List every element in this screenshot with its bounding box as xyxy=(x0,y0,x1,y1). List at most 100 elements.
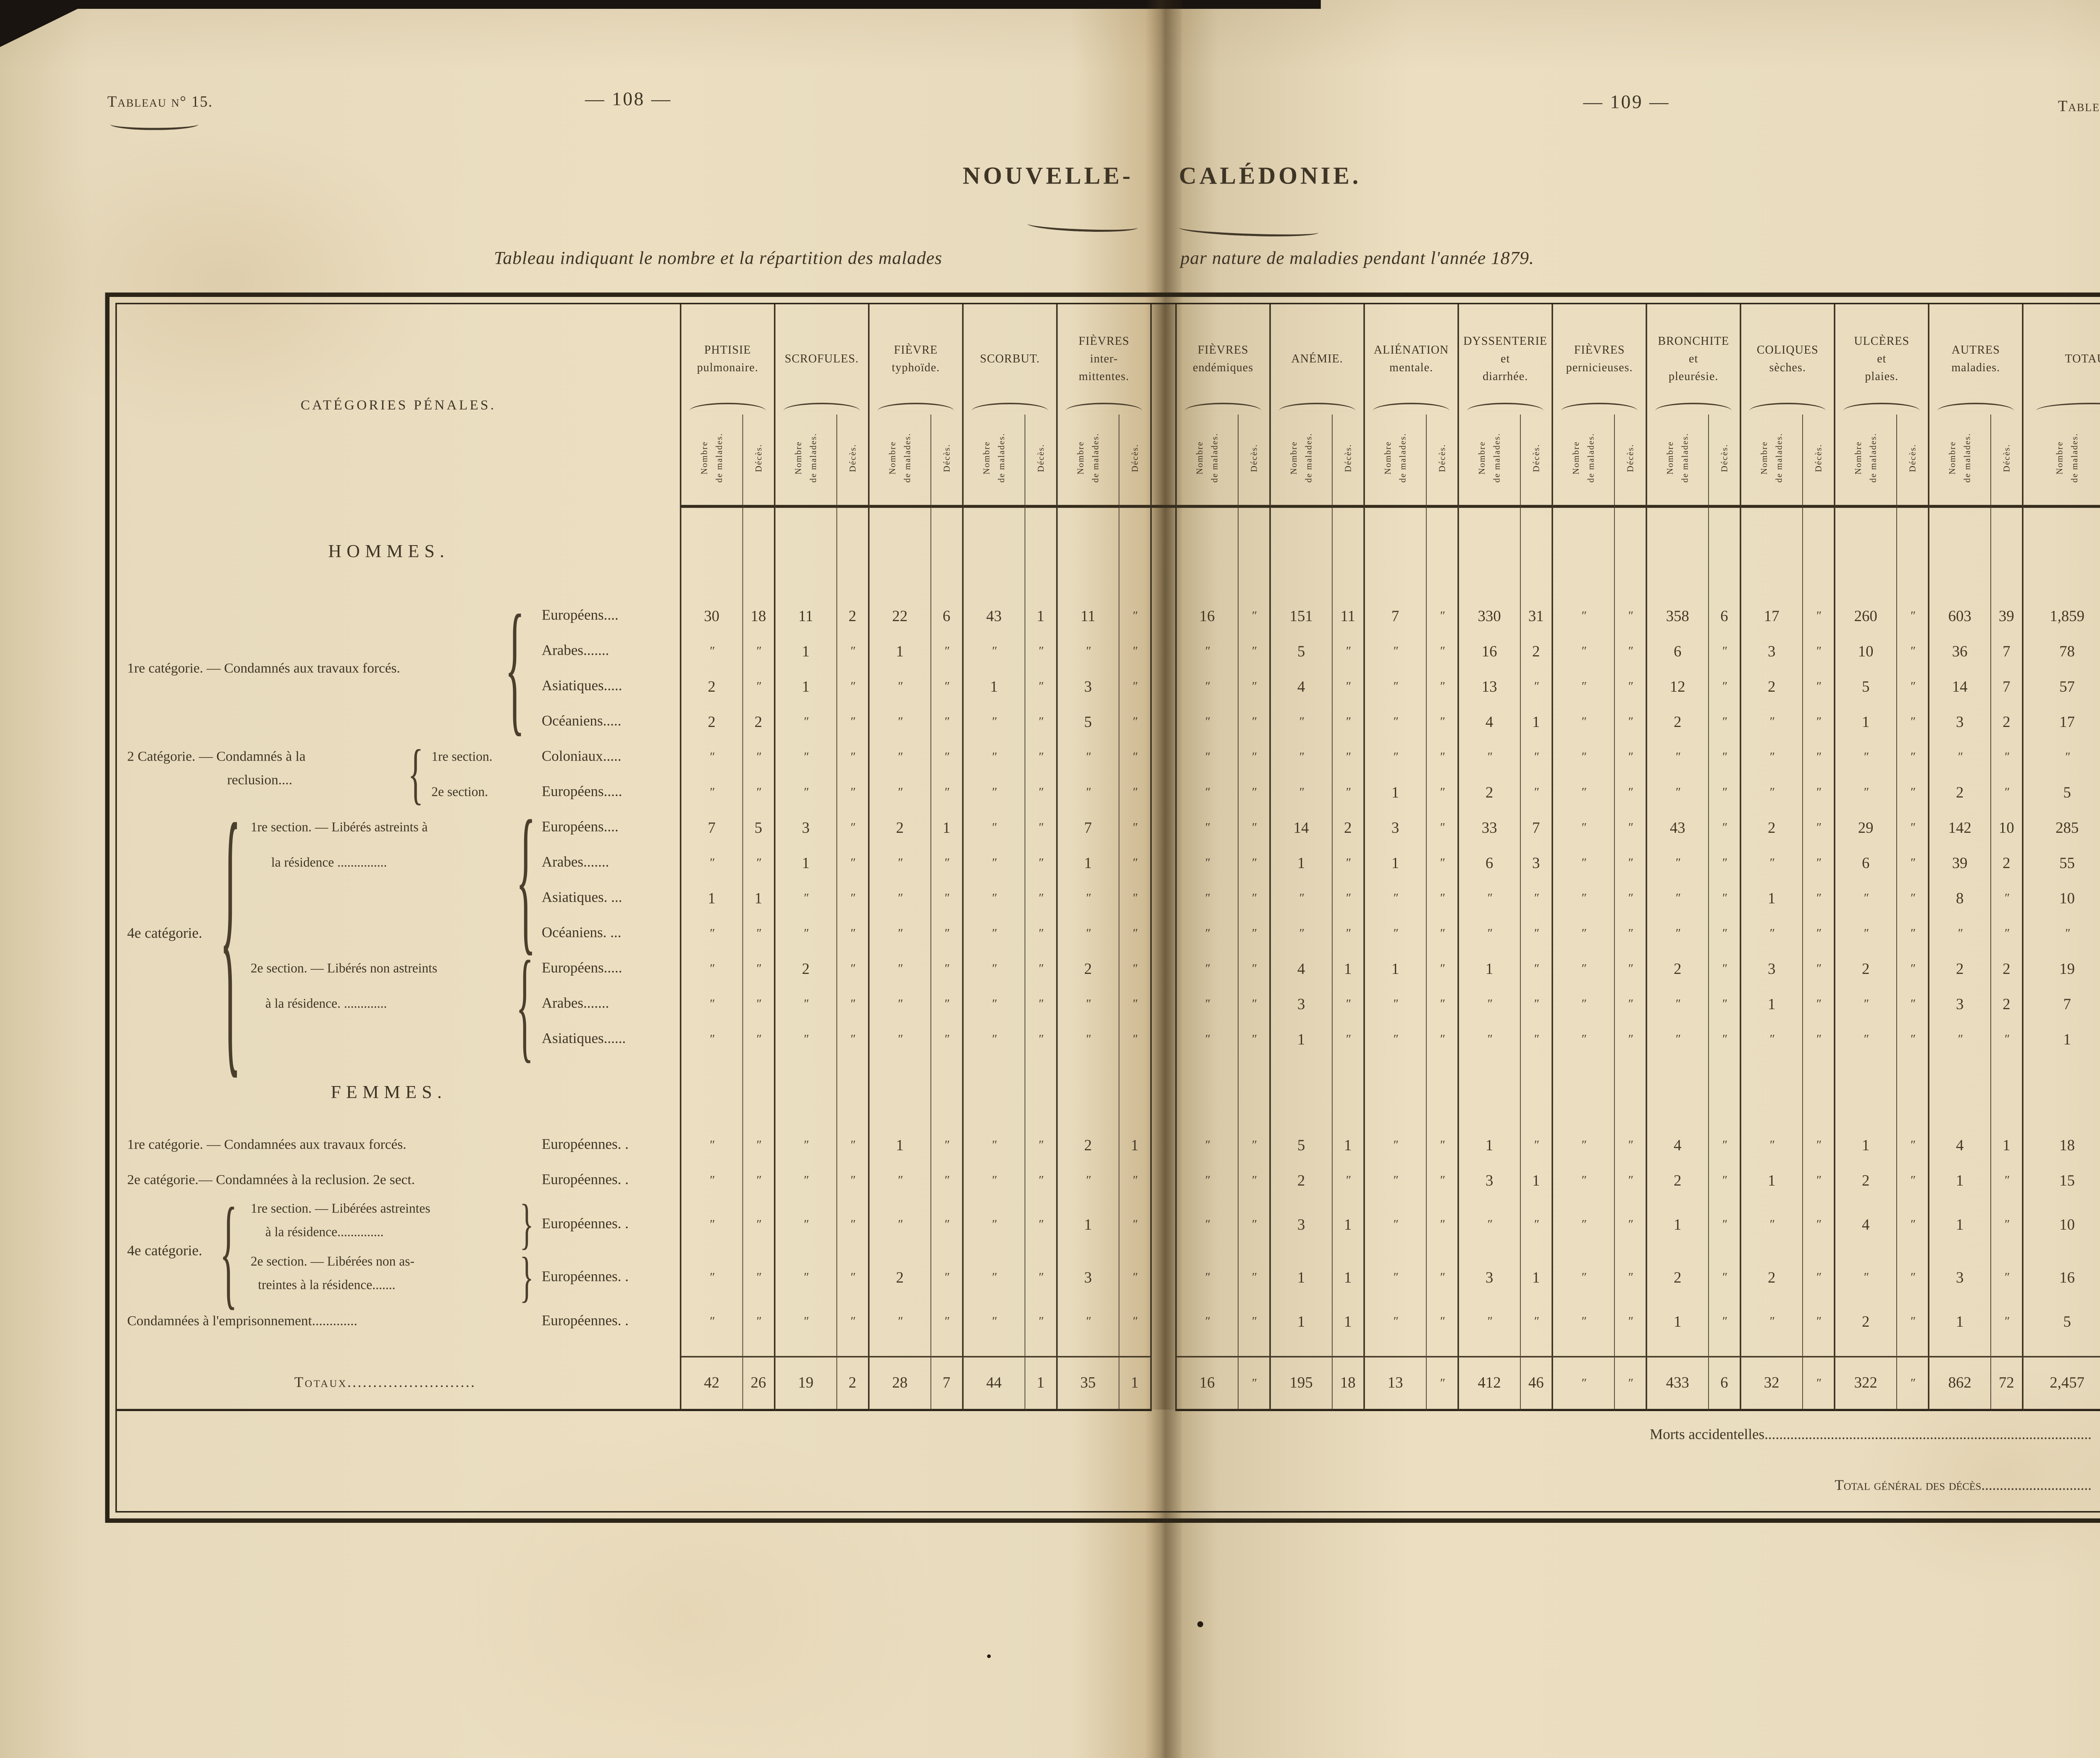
data-cell: ″ xyxy=(680,845,743,881)
col-header-deces: Décès. xyxy=(1802,415,1835,508)
data-cell xyxy=(868,506,931,598)
data-cell: ″ xyxy=(1118,916,1151,951)
data-cell: ″ xyxy=(1118,774,1151,810)
data-cell: ″ xyxy=(1990,774,2023,810)
vertical-label: Nombre de malades. xyxy=(1288,433,1314,483)
data-cell xyxy=(1520,1057,1553,1128)
data-cell: ″ xyxy=(1614,810,1647,845)
data-cell: ″ xyxy=(1708,633,1741,669)
data-cell: ″ xyxy=(1520,1304,1553,1339)
data-cell: ″ xyxy=(1708,704,1741,740)
data-cell: ″ xyxy=(680,986,743,1022)
total-cell: ″ xyxy=(1614,1356,1647,1411)
data-cell: ″ xyxy=(930,704,963,740)
book-fold-cell xyxy=(1150,916,1177,951)
data-cell: ″ xyxy=(1896,704,1929,740)
data-cell: ″ xyxy=(1363,1304,1426,1339)
data-cell: 22 xyxy=(868,598,931,634)
data-cell: ″ xyxy=(1175,810,1238,845)
data-cell: ″ xyxy=(868,916,931,951)
data-cell xyxy=(1990,506,2023,598)
data-cell: 2 xyxy=(1056,1127,1119,1163)
tableau-number-right: Tableau n° 15. xyxy=(2058,97,2100,115)
data-cell xyxy=(1056,506,1119,598)
data-cell: 1 xyxy=(1740,1162,1803,1198)
data-cell: 43 xyxy=(962,598,1025,634)
vertical-label: Décès. xyxy=(1719,443,1730,472)
data-cell: 11 xyxy=(1331,598,1365,634)
data-cell: ″ xyxy=(1990,1251,2023,1304)
data-cell: ″ xyxy=(1896,810,1929,845)
col-header-deces: Décès. xyxy=(1614,415,1647,508)
vertical-label: Décès. xyxy=(1035,443,1046,472)
data-cell: 30 xyxy=(680,598,743,634)
ink-speck xyxy=(987,1654,991,1658)
data-cell: ″ xyxy=(962,704,1025,740)
col-header-deces: Décès. xyxy=(1024,415,1057,508)
data-cell xyxy=(680,1057,743,1128)
data-cell: ″ xyxy=(1024,880,1057,916)
data-cell: ″ xyxy=(836,669,869,704)
col-header-nombre-malades: Nombre de malades. xyxy=(1175,415,1238,508)
data-cell: ″ xyxy=(1708,1198,1741,1251)
data-cell xyxy=(962,1339,1025,1357)
data-cell: ″ xyxy=(1614,633,1647,669)
row-label: Arabes....... xyxy=(541,854,609,871)
data-cell: ″ xyxy=(1425,704,1459,740)
data-cell: ″ xyxy=(1646,1021,1709,1057)
data-cell: ″ xyxy=(1740,916,1803,951)
data-cell: 2 xyxy=(680,669,743,704)
data-cell: 2 xyxy=(1834,1162,1897,1198)
data-cell: 2 xyxy=(1990,704,2023,740)
cat2-section2: 2e section. xyxy=(431,784,488,799)
brace xyxy=(520,1249,534,1305)
data-cell: ″ xyxy=(1363,1162,1426,1198)
data-cell xyxy=(1425,506,1459,598)
data-cell: ″ xyxy=(680,633,743,669)
data-cell: ″ xyxy=(774,986,837,1022)
brace-ornament xyxy=(1066,403,1142,411)
data-cell: ″ xyxy=(962,1304,1025,1339)
cat4-s2-line1: 2e section. — Libérés non astreints xyxy=(250,960,438,976)
data-cell xyxy=(1551,506,1614,598)
data-cell: ″ xyxy=(1425,916,1459,951)
data-cell: 1 xyxy=(1834,1127,1897,1163)
col-header-deces: Décès. xyxy=(1118,415,1151,508)
col-header-deces: Décès. xyxy=(1896,415,1929,508)
data-cell: ″ xyxy=(1175,880,1238,916)
data-cell: 13 xyxy=(1457,669,1520,704)
row-label: Européennes. . xyxy=(541,1268,629,1285)
femmes-cat1-label: 1re catégorie. — Condamnées aux travaux … xyxy=(127,1137,407,1152)
data-cell: 3 xyxy=(1740,633,1803,669)
vertical-label: Nombre de malades. xyxy=(1947,433,1972,483)
data-cell xyxy=(774,506,837,598)
col-header-deces: Décès. xyxy=(930,415,963,508)
data-cell: ″ xyxy=(1551,1127,1614,1163)
data-cell: 5 xyxy=(2022,774,2100,810)
data-cell: 1 xyxy=(1331,1251,1365,1304)
total-cell: ″ xyxy=(1802,1356,1835,1411)
data-cell xyxy=(1928,1057,1991,1128)
data-cell: ″ xyxy=(836,951,869,987)
data-cell: 7 xyxy=(1056,810,1119,845)
data-cell: ″ xyxy=(962,739,1025,775)
data-cell: ″ xyxy=(1520,739,1553,775)
data-cell: ″ xyxy=(680,1021,743,1057)
disease-header: ANÉMIE. xyxy=(1269,304,1365,415)
data-cell: ″ xyxy=(1056,1162,1119,1198)
data-cell: 1 xyxy=(1740,880,1803,916)
data-cell: ″ xyxy=(1237,704,1270,740)
data-cell: ″ xyxy=(1551,669,1614,704)
data-cell: ″ xyxy=(836,916,869,951)
data-cell: ″ xyxy=(2022,916,2100,951)
data-cell: 14 xyxy=(1269,810,1332,845)
data-cell: 19 xyxy=(2022,951,2100,987)
data-cell xyxy=(1646,1057,1709,1128)
data-cell: ″ xyxy=(868,774,931,810)
data-cell: 1 xyxy=(1269,1251,1332,1304)
table-frame: CATÉGORIES PÉNALES. PHTISIE pulmonaire. … xyxy=(105,292,2100,1523)
table-row: ″″″″″″″″″″″″″″″″″″″″″″″″″″″″″″ xyxy=(117,916,2100,951)
data-cell: ″ xyxy=(1331,986,1365,1022)
